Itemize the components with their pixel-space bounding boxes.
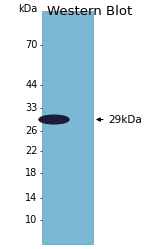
Ellipse shape — [39, 115, 69, 124]
Text: 10: 10 — [25, 215, 38, 225]
Text: 70: 70 — [25, 40, 38, 50]
Text: kDa: kDa — [18, 4, 38, 14]
Text: 18: 18 — [25, 168, 38, 178]
Text: 44: 44 — [25, 80, 38, 90]
Text: 14: 14 — [25, 193, 38, 203]
Text: 22: 22 — [25, 146, 38, 156]
FancyBboxPatch shape — [42, 11, 93, 244]
Text: 29kDa: 29kDa — [108, 115, 142, 124]
Text: 26: 26 — [25, 126, 38, 136]
Text: Western Blot: Western Blot — [47, 5, 133, 18]
Text: 33: 33 — [25, 103, 38, 113]
